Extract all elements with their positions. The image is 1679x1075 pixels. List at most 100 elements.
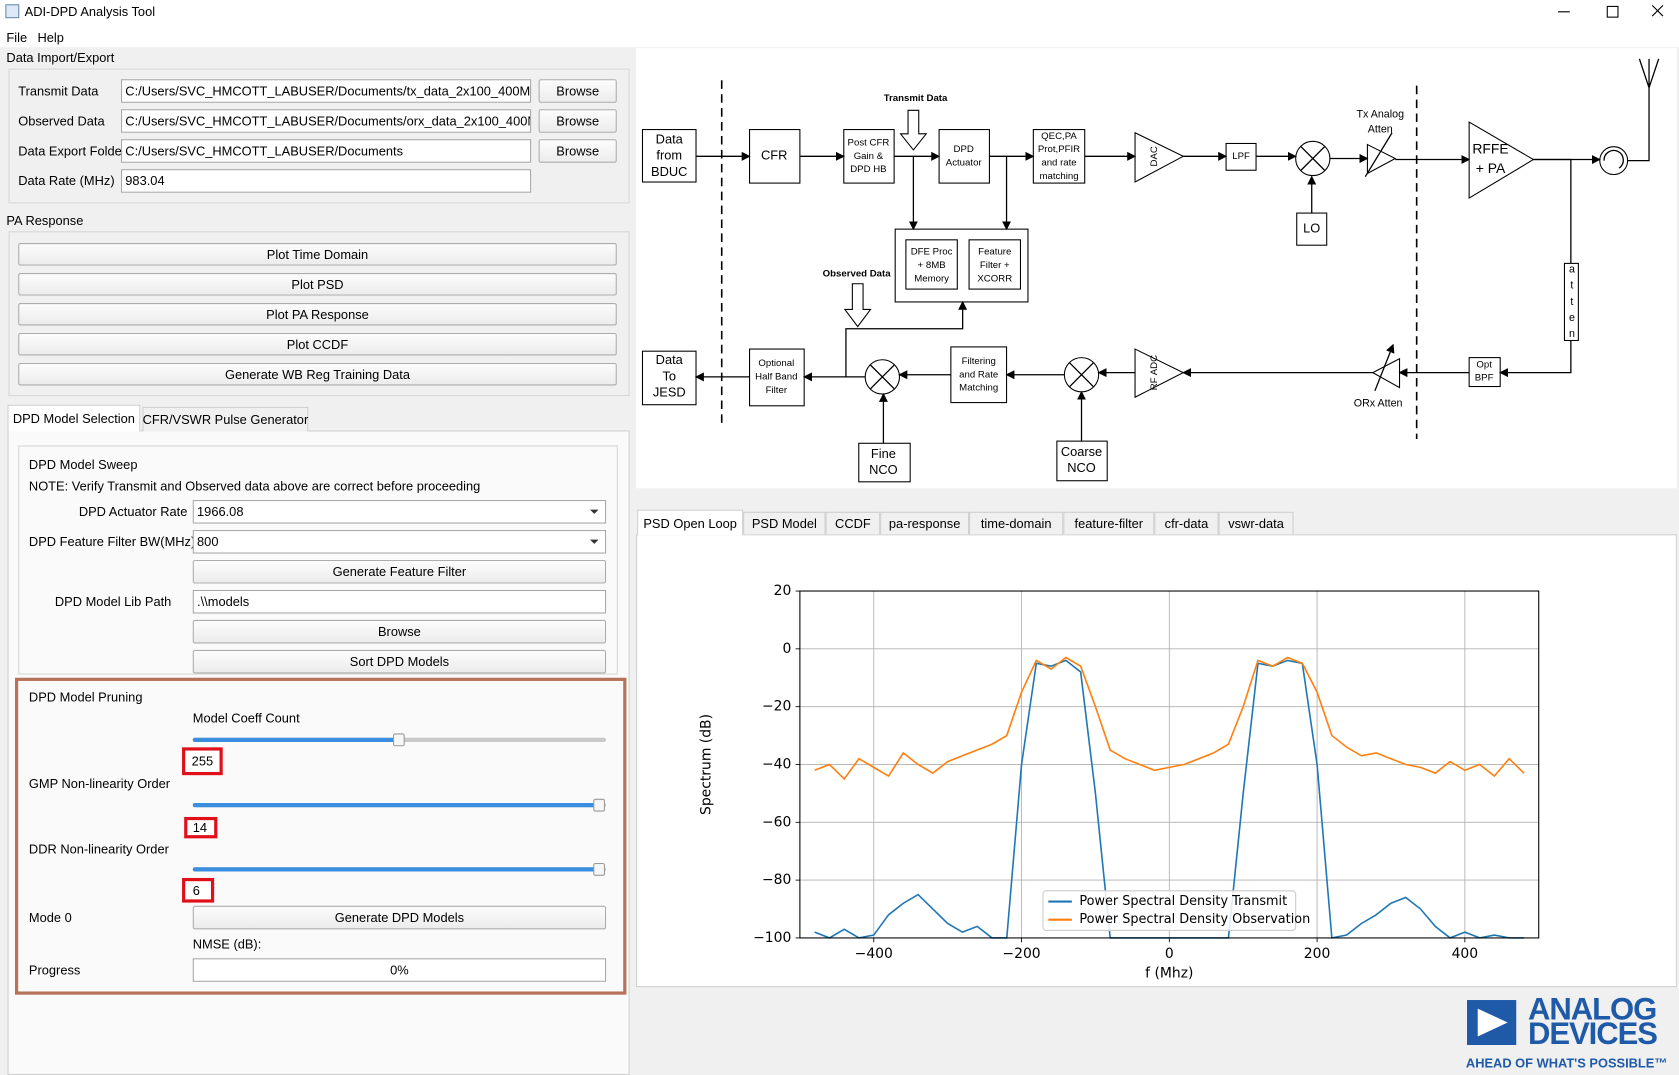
series-line — [814, 656, 1525, 781]
diagram-label: Feature — [978, 247, 1011, 258]
logo-mark — [1466, 1000, 1517, 1046]
combo-arrow — [590, 539, 599, 544]
slider-fill — [192, 737, 399, 742]
combo-box[interactable]: 800 — [192, 529, 607, 554]
browse-button[interactable]: Browse — [192, 619, 607, 644]
tab[interactable]: DPD Model Selection — [7, 404, 141, 432]
menu-item[interactable]: Help — [37, 29, 64, 45]
diagram-label: BDUC — [651, 164, 687, 179]
slider-label: GMP Non-linearity Order — [28, 776, 171, 792]
action-button[interactable]: Plot PA Response — [18, 303, 617, 326]
text-input[interactable]: C:/Users/SVC_HMCOTT_LABUSER/Documents — [121, 139, 532, 163]
field-label: DPD Feature Filter BW(MHz) — [28, 534, 196, 550]
group-box — [8, 68, 630, 204]
window-controls[interactable] — [1542, 0, 1679, 26]
diagram-label: t — [1570, 280, 1573, 292]
action-button[interactable]: Generate WB Reg Training Data — [18, 362, 617, 386]
tab[interactable]: vswr-data — [1218, 511, 1294, 535]
tab[interactable]: time-domain — [969, 511, 1064, 535]
browse-button[interactable]: Browse — [538, 109, 617, 133]
y-axis-label: Spectrum (dB) — [699, 714, 715, 815]
legend-label: Power Spectral Density Transmit — [1079, 894, 1287, 909]
diagram-label: Filter — [766, 385, 788, 396]
diagram-label: n — [1569, 328, 1575, 340]
action-button[interactable]: Generate DPD Models — [192, 905, 607, 930]
y-tick-label: −20 — [762, 699, 791, 715]
diagram-label: Prot,PFIR — [1038, 144, 1080, 155]
x-tick-label: 0 — [1165, 946, 1174, 962]
field-label: Transmit Data — [18, 83, 99, 99]
y-tick-label: −80 — [762, 872, 791, 888]
slider-handle[interactable] — [392, 733, 405, 747]
y-tick-label: −60 — [762, 814, 791, 830]
y-tick-label: 0 — [782, 641, 791, 657]
diagram-label: LO — [1303, 221, 1320, 236]
slider-fill — [192, 803, 598, 808]
diagram-label: Transmit Data — [884, 93, 948, 104]
logo-text: DEVICES — [1528, 1017, 1658, 1052]
field-label: Progress — [28, 962, 81, 978]
x-tick-label: −400 — [855, 946, 893, 962]
diagram-label: LPF — [1232, 151, 1250, 162]
diagram-label: Tx Analog — [1356, 108, 1404, 120]
action-button[interactable]: Sort DPD Models — [192, 649, 607, 674]
diagram-label: a — [1569, 264, 1575, 276]
browse-button[interactable]: Browse — [538, 139, 617, 163]
diagram-label: Data — [656, 132, 684, 147]
tab[interactable]: CFR/VSWR Pulse Generator — [142, 406, 309, 432]
section-title: DPD Model Sweep — [28, 457, 138, 473]
slider-handle[interactable] — [593, 798, 606, 812]
diagram-label: Half Band — [755, 371, 797, 382]
y-tick-label: −100 — [753, 930, 791, 946]
action-button[interactable]: Plot Time Domain — [18, 243, 617, 266]
value-box: 255 — [182, 747, 223, 776]
diagram-label: + 8MB — [918, 260, 946, 271]
tab[interactable]: PSD Model — [743, 511, 826, 535]
browse-button[interactable]: Browse — [538, 79, 617, 103]
x-tick-label: −200 — [1002, 946, 1040, 962]
window-title: ADI-DPD Analysis Tool — [24, 4, 156, 20]
tab[interactable]: CCDF — [825, 511, 881, 535]
action-button[interactable]: Plot PSD — [18, 273, 617, 296]
diagram-label: RF ADC — [1149, 355, 1160, 390]
section-title: Data Import/Export — [6, 50, 115, 66]
text-input[interactable]: .\\models — [192, 589, 607, 614]
combo-box[interactable]: 1966.08 — [192, 500, 607, 524]
text-input[interactable]: 983.04 — [121, 169, 532, 193]
diagram-label: To — [662, 368, 676, 383]
legend-box — [1042, 890, 1297, 931]
section-title: PA Response — [6, 213, 84, 229]
slider-handle[interactable] — [593, 862, 606, 876]
block-diagram: Transmit Data Observed Data DatafromBDUC… — [641, 58, 1660, 483]
diagram-label: NCO — [1067, 460, 1096, 475]
action-button[interactable]: Plot CCDF — [18, 332, 617, 356]
menu-bar — [0, 25, 1679, 48]
diagram-label: Post CFR — [848, 137, 890, 148]
menu-item[interactable]: File — [6, 29, 28, 45]
action-button[interactable]: Generate Feature Filter — [192, 559, 607, 584]
note-text: NOTE: Verify Transmit and Observed data … — [28, 478, 481, 494]
diagram-label: Atten — [1368, 123, 1393, 135]
diagram-label: Coarse — [1061, 444, 1102, 459]
tab[interactable]: pa-response — [880, 511, 970, 535]
diagram-label: CFR — [761, 148, 787, 163]
logo-text: ANALOG — [1528, 992, 1657, 1027]
field-label: NMSE (dB): — [192, 936, 262, 952]
text-input[interactable]: C:/Users/SVC_HMCOTT_LABUSER/Documents/tx… — [121, 79, 532, 103]
diagram-label: QEC,PA — [1041, 131, 1077, 142]
close-button[interactable] — [1651, 4, 1664, 17]
combo-arrow — [590, 509, 599, 514]
diagram-label: Filtering — [962, 356, 996, 367]
text-input[interactable]: C:/Users/SVC_HMCOTT_LABUSER/Documents/or… — [121, 109, 532, 133]
tab[interactable]: PSD Open Loop — [637, 509, 744, 536]
field-label: DPD Model Lib Path — [54, 594, 172, 610]
diagram-label: Filter + — [980, 260, 1010, 271]
plot-frame — [799, 590, 1540, 939]
diagram-label: Data — [656, 352, 684, 367]
maximize-button[interactable] — [1606, 5, 1619, 18]
tab[interactable]: cfr-data — [1154, 511, 1219, 535]
diagram-label: Gain & — [854, 151, 884, 162]
diagram-label: DFE Proc — [911, 247, 953, 258]
tab[interactable]: feature-filter — [1063, 511, 1155, 535]
